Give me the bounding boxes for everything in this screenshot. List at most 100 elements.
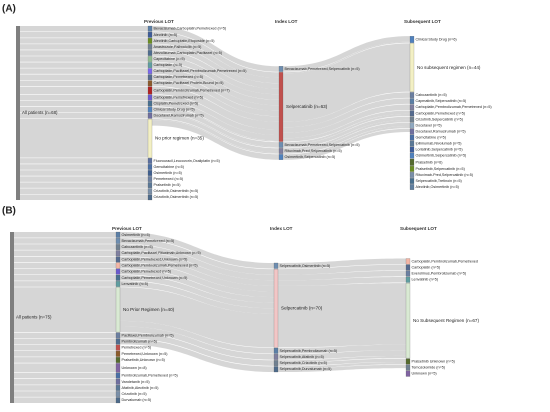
column-header: Previous LOT <box>144 19 174 24</box>
flow-link <box>20 44 148 50</box>
node-subsequent-label: Carboplatin (n=5) <box>412 265 441 269</box>
node-subsequent <box>409 146 415 153</box>
node-previous-label: Atezolizumab,Carboplatin,Paclitaxel (n=5… <box>154 51 223 55</box>
flow-link <box>20 32 148 38</box>
node-previous <box>147 62 153 68</box>
node-subsequent-label: Everolimus,Pembrolizumab (n=5) <box>412 272 467 276</box>
node-subsequent-label: Cabozantinib (n=5) <box>416 93 447 97</box>
column-header: Index LOT <box>275 19 298 24</box>
node-previous-label: Unknown (n=8) <box>122 366 147 370</box>
flow-link <box>278 350 406 360</box>
node-previous-label: Carboplatin,Pemetrexed (n=5) <box>122 270 172 274</box>
flow-link <box>14 250 116 257</box>
flow-link <box>14 281 116 287</box>
flow-link <box>14 344 116 351</box>
node-previous <box>115 287 121 333</box>
node-previous-label: Pembrolizumab,Pemetrexed (n=5) <box>122 374 178 378</box>
node-previous <box>115 274 121 281</box>
flow-link <box>14 351 116 357</box>
node-previous <box>115 256 121 263</box>
node-subsequent-label: Temozolomide (n=5) <box>412 366 446 370</box>
node-previous <box>115 268 121 275</box>
node-subsequent-label: Pralsetinib (n=6) <box>416 160 443 164</box>
node-previous <box>147 80 153 87</box>
flow-link <box>120 287 274 348</box>
node-subsequent <box>409 158 415 166</box>
node-previous-label: Afatinib,Alectinib (n=5) <box>122 386 159 390</box>
flow-link <box>283 119 410 151</box>
node-index-label: Rituximab,Pred,Selpercatinib (n=5) <box>285 149 342 153</box>
node-previous <box>147 94 153 101</box>
flow-link <box>14 244 116 250</box>
flow-link <box>14 268 116 275</box>
node-index <box>273 347 279 354</box>
flow-link <box>283 92 410 128</box>
flow-link <box>20 176 148 182</box>
flow-link <box>20 112 148 119</box>
node-index <box>278 148 284 154</box>
flow-link <box>120 256 274 292</box>
node-previous-label: Carboplatin,Pemetrexed,Unknown (n=5) <box>122 257 188 261</box>
node-previous-label: Crizotinib,Osimertinib (n=5) <box>154 189 199 193</box>
flow-link <box>278 355 406 363</box>
node-subsequent <box>409 43 415 92</box>
node-previous-label: Alectinib,Carboplatin,Etoposide (n=5) <box>154 39 215 43</box>
node-previous-label: Carboplatin,Pembrolizumab,Pemetrexed (n=… <box>154 88 230 92</box>
node-subsequent-label: Alectinib,Osimertinib (n=5) <box>416 185 459 189</box>
node-previous-label: Docetaxel,Ramucirumab (n=5) <box>154 114 204 118</box>
flow-link <box>14 372 116 379</box>
node-previous <box>147 74 153 81</box>
node-previous-label: Carboplatin,Paclitaxel Protein-Bound (n=… <box>154 81 224 85</box>
flow-link <box>14 238 116 244</box>
node-previous <box>147 25 153 32</box>
flow-link <box>152 32 279 78</box>
flow-link <box>120 232 274 269</box>
node-previous-label: No Prior Regimen (n=40) <box>123 307 175 312</box>
flow-link <box>152 114 279 153</box>
node-previous-label: Clinical Study Drug (n=5) <box>154 108 195 112</box>
node-previous-label: Carboplatin (n=5) <box>154 63 183 67</box>
flow-link <box>120 326 274 360</box>
flow-link <box>278 364 406 373</box>
node-subsequent-label: Docetaxel,Ramucirumab (n=5) <box>416 129 466 133</box>
node-index <box>273 360 279 366</box>
node-previous <box>115 332 121 339</box>
node-previous <box>115 281 121 287</box>
node-previous-label: Gemcitabine (n=5) <box>154 165 184 169</box>
node-previous <box>115 397 121 404</box>
node-subsequent-label: Rituximab-Pred,Selpercatinib (n=5) <box>416 173 474 177</box>
flow-link <box>20 194 148 200</box>
flow-link <box>283 98 410 133</box>
node-previous <box>147 100 153 107</box>
node-index <box>278 66 284 72</box>
node-previous <box>115 385 121 391</box>
node-index-label: Bevacizumab,Pemetrexed,Selpercatinib (n=… <box>285 67 360 71</box>
node-previous-label: Cisplatin,Pemetrexed (n=5) <box>154 102 199 106</box>
node-index <box>273 262 279 269</box>
node-label: All patients (n=68) <box>22 110 58 115</box>
node-previous <box>115 238 121 244</box>
node-previous <box>147 56 153 62</box>
node-previous <box>115 363 121 373</box>
flow-link <box>120 320 274 354</box>
flow-link <box>120 244 274 281</box>
node-index-label: Bevacizumab,Pemetrexed,Selpercatinib (n=… <box>285 143 360 147</box>
node-index <box>273 354 279 360</box>
node-previous-label: Fluorouracil,Leucovorin,Oxaliplatin (n=5… <box>154 159 220 163</box>
flow-link <box>14 357 116 363</box>
flows <box>14 232 406 403</box>
node-subsequent <box>409 110 415 117</box>
flow-link <box>120 268 274 303</box>
node-subsequent-label: Lenvatinib (n=5) <box>412 278 439 282</box>
nodes: All patients (n=68) Bevacizumab,Carboplat… <box>16 25 492 201</box>
flow-link <box>152 74 279 117</box>
node-subsequent-label: Docetaxel (n=5) <box>416 123 442 127</box>
node-previous <box>147 86 153 95</box>
flow-link <box>283 122 410 154</box>
flow-link <box>278 258 406 269</box>
flow-link <box>278 264 406 275</box>
node-previous-label: Durvalumab (n=5) <box>122 398 152 402</box>
node-subsequent <box>409 116 415 123</box>
column-header: Subsequent LOT <box>404 19 441 24</box>
node-previous-label: Bevacizumab,Carboplatin,Pemetrexed (n=5) <box>154 27 227 31</box>
